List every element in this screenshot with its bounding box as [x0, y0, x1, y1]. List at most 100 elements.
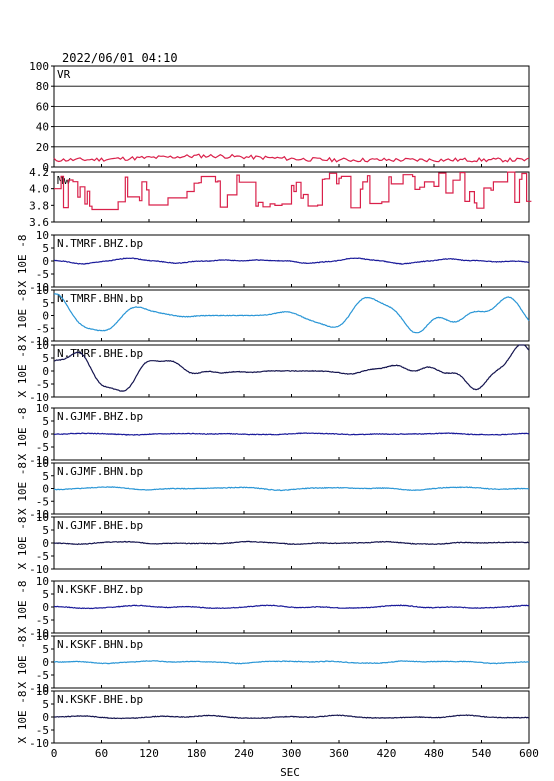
- y-tick-label: 5: [42, 698, 49, 711]
- y-tick-label: -5: [36, 322, 49, 335]
- series-line: [53, 153, 530, 163]
- y-tick-label: -5: [36, 441, 49, 454]
- series-line: [54, 257, 530, 265]
- y-unit-label: X 10E -8: [16, 408, 29, 461]
- y-tick-label: -10: [29, 627, 49, 640]
- y-tick-label: -10: [29, 563, 49, 576]
- y-tick-label: 0: [42, 365, 49, 378]
- y-tick-label: 5: [42, 524, 49, 537]
- y-tick-label: 80: [36, 80, 49, 93]
- y-tick-label: 10: [36, 630, 49, 643]
- x-tick-label: 240: [234, 747, 254, 760]
- y-tick-label: 5: [42, 470, 49, 483]
- y-tick-label: 10: [36, 284, 49, 297]
- panel-name: N.KSKF.BHZ.bp: [57, 583, 143, 596]
- y-tick-label: 0: [42, 483, 49, 496]
- panel-VR: 0 20 40 60 80 100 VR: [29, 60, 530, 174]
- y-tick-label: -10: [29, 281, 49, 294]
- panel-name: N.TMRF.BHZ.bp: [57, 237, 143, 250]
- y-tick-label: 20: [36, 141, 49, 154]
- y-tick-label: -10: [29, 391, 49, 404]
- y-tick-label: -5: [36, 550, 49, 563]
- series-line: [53, 293, 530, 334]
- series-line: [54, 171, 532, 211]
- x-tick-label: 540: [472, 747, 492, 760]
- series-line: [53, 344, 530, 392]
- x-tick-label: 120: [139, 747, 159, 760]
- y-unit-label: X 10E -8: [16, 691, 29, 744]
- series-line: [53, 486, 530, 492]
- y-tick-label: -5: [36, 724, 49, 737]
- panel-group: 020406080100VR3.63.84.04.2Mw-10-50510N.T…: [16, 60, 532, 750]
- x-tick-label: 480: [424, 747, 444, 760]
- panel-name: N.TMRF.BHN.bp: [57, 292, 143, 305]
- series-line: [53, 604, 530, 610]
- series-line: [53, 660, 530, 665]
- y-tick-label: 100: [29, 60, 49, 73]
- y-tick-label: -10: [29, 335, 49, 348]
- y-tick-label: -5: [36, 268, 49, 281]
- x-tick-label: 0: [51, 747, 58, 760]
- y-tick-label: 0: [42, 161, 49, 174]
- panel-name: N.GJMF.BHZ.bp: [57, 410, 143, 423]
- y-tick-label: 0: [42, 255, 49, 268]
- y-tick-label: -10: [29, 454, 49, 467]
- y-tick-label: 60: [36, 100, 49, 113]
- y-tick-label: 0: [42, 310, 49, 323]
- y-tick-label: -10: [29, 508, 49, 521]
- x-tick-label: 180: [187, 747, 207, 760]
- x-tick-label: 420: [377, 747, 397, 760]
- y-tick-label: -10: [29, 682, 49, 695]
- x-axis: 0 60 120 180 240 300 360 420 480 540 600: [51, 747, 539, 760]
- series-line: [53, 432, 530, 436]
- y-tick-label: 5: [42, 643, 49, 656]
- y-unit-label: X 10E -8: [16, 289, 29, 342]
- y-tick-label: 0: [42, 656, 49, 669]
- y-tick-label: -5: [36, 378, 49, 391]
- y-tick-label: 0: [42, 428, 49, 441]
- x-tick-label: 600: [519, 747, 539, 760]
- y-tick-label: 10: [36, 575, 49, 588]
- y-tick-label: 10: [36, 685, 49, 698]
- panel-name: N.KSKF.BHN.bp: [57, 638, 143, 651]
- y-tick-label: 5: [42, 588, 49, 601]
- y-tick-label: -10: [29, 737, 49, 750]
- y-unit-label: X 10E -8: [16, 462, 29, 515]
- panel-name: N.TMRF.BHE.bp: [57, 347, 143, 360]
- y-tick-label: 3.6: [29, 216, 49, 229]
- y-tick-label: -5: [36, 614, 49, 627]
- y-tick-label: 4.2: [29, 166, 49, 179]
- y-unit-label: X 10E -8: [16, 517, 29, 570]
- y-tick-label: 5: [42, 297, 49, 310]
- y-tick-label: 0: [42, 711, 49, 724]
- x-tick-label: 300: [282, 747, 302, 760]
- panel-name: VR: [57, 68, 71, 81]
- x-tick-label: 360: [329, 747, 349, 760]
- y-tick-label: 5: [42, 415, 49, 428]
- y-unit-label: X 10E -8: [16, 235, 29, 288]
- y-tick-label: 4.0: [29, 183, 49, 196]
- y-unit-label: X 10E -8: [16, 581, 29, 634]
- panel-name: N.KSKF.BHE.bp: [57, 693, 143, 706]
- x-axis-label: SEC: [280, 766, 300, 779]
- y-tick-label: 10: [36, 229, 49, 242]
- series-line: [53, 714, 530, 720]
- panel-name: N.GJMF.BHE.bp: [57, 519, 143, 532]
- y-tick-label: 10: [36, 339, 49, 352]
- figure-datetime: 2022/06/01 04:10: [62, 51, 178, 65]
- y-tick-label: 10: [36, 402, 49, 415]
- y-tick-label: 0: [42, 537, 49, 550]
- y-unit-label: X 10E -8: [16, 345, 29, 398]
- y-tick-label: 3.8: [29, 199, 49, 212]
- panel-name: N.GJMF.BHN.bp: [57, 465, 143, 478]
- x-tick-label: 60: [95, 747, 108, 760]
- y-tick-label: 5: [42, 352, 49, 365]
